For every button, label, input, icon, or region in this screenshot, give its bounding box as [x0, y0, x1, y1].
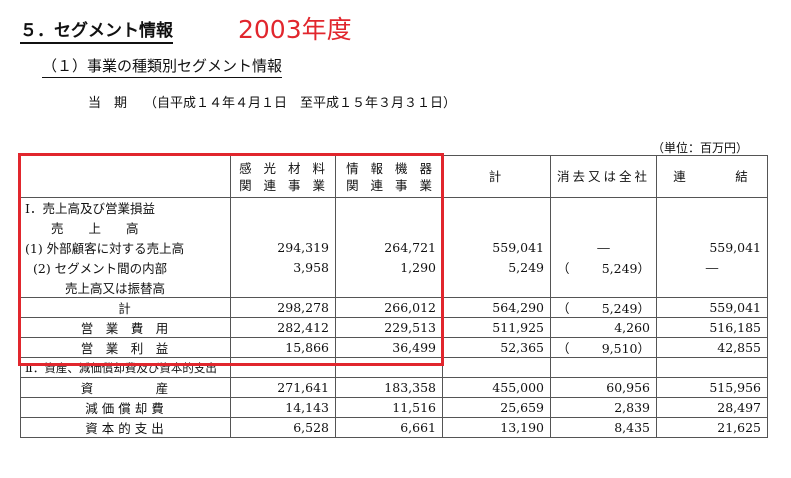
row-label-capex: 資 本 的 支 出 [20, 417, 231, 438]
table-row: 営 業 利 益 15,866 36,499 52,365 （9,510） 42,… [20, 337, 769, 358]
cell-photo: 15,866 [230, 337, 336, 358]
header-blank [20, 155, 231, 198]
period-range: （自平成１４年４月１日 至平成１５年３月３１日） [144, 96, 457, 111]
section2-heading-row: Ⅱ．資産、減価償却費及び資本的支出 [20, 357, 769, 378]
table-row: 減 価 償 却 費 14,143 11,516 25,659 2,839 28,… [20, 397, 769, 418]
cell-elim: 2,839 [549, 397, 658, 418]
cell-photo: 6,528 [230, 417, 336, 438]
cell-photo: 14,143 [230, 397, 336, 418]
row-label-assets: 資 産 [20, 377, 231, 398]
unit-label: （単位：百万円） [652, 141, 749, 155]
cell-total: 564,290 [442, 297, 551, 318]
row-label-intersegment-2: 売上高又は振替高 [20, 277, 231, 298]
cell-total: 13,190 [442, 417, 551, 438]
col-header-info: 情 報 機 器 関 連 事 業 [335, 155, 443, 198]
cell-consol: ― [656, 257, 769, 278]
section-title: ５．セグメント情報 [20, 16, 173, 44]
cell-elim: 4,260 [549, 317, 658, 338]
period-label: 当 期 [88, 96, 128, 111]
cell-info: 36,499 [335, 337, 443, 358]
cell-consol: 28,497 [656, 397, 769, 418]
cell-total: 455,000 [442, 377, 551, 398]
year-label: 2003年度 [238, 15, 352, 44]
cell-elim: （9,510） [549, 337, 658, 358]
table-row: 計 298,278 266,012 564,290 （5,249） 559,04… [20, 297, 769, 318]
cell-consol: 559,041 [656, 297, 769, 318]
cell-consol: 42,855 [656, 337, 769, 358]
table-row: (2) セグメント間の内部 3,958 1,290 5,249 （5,249） … [20, 257, 769, 278]
cell-total: 5,249 [442, 257, 551, 278]
cell-elim: 8,435 [549, 417, 658, 438]
row-label-subtotal: 計 [20, 297, 231, 318]
cell-total: 559,041 [442, 237, 551, 258]
cell-photo: 298,278 [230, 297, 336, 318]
segment-table: 感 光 材 料 関 連 事 業 情 報 機 器 関 連 事 業 計 消去又は全社… [20, 155, 769, 438]
cell-info: 264,721 [335, 237, 443, 258]
section1-heading-row: Ⅰ．売上高及び営業損益 [20, 197, 769, 218]
row-label-depreciation: 減 価 償 却 費 [20, 397, 231, 418]
cell-photo: 282,412 [230, 317, 336, 338]
cell-consol: 515,956 [656, 377, 769, 398]
row-label-opex: 営 業 費 用 [20, 317, 231, 338]
cell-info: 11,516 [335, 397, 443, 418]
cell-total: 52,365 [442, 337, 551, 358]
col-header-consol: 連 結 [656, 155, 769, 198]
row-label-opinc: 営 業 利 益 [20, 337, 231, 358]
cell-elim: （5,249） [549, 297, 658, 318]
sales-label-row: 売 上 高 [20, 217, 769, 238]
cell-info: 1,290 [335, 257, 443, 278]
cell-info: 229,513 [335, 317, 443, 338]
cell-photo: 3,958 [230, 257, 336, 278]
table-row: 資 産 271,641 183,358 455,000 60,956 515,9… [20, 377, 769, 398]
sales-label: 売 上 高 [20, 217, 231, 238]
row-label-intersegment-1: (2) セグメント間の内部 [20, 257, 231, 278]
col-header-photo: 感 光 材 料 関 連 事 業 [230, 155, 336, 198]
section2-heading: Ⅱ．資産、減価償却費及び資本的支出 [20, 357, 231, 378]
col-header-elim: 消去又は全社 [549, 155, 658, 198]
section1-heading: Ⅰ．売上高及び営業損益 [20, 197, 231, 218]
subtitle: （１）事業の種類別セグメント情報 [42, 55, 283, 78]
cell-elim: （5,249） [549, 257, 658, 278]
cell-total: 511,925 [442, 317, 551, 338]
col-header-total: 計 [442, 155, 551, 198]
cell-photo: 294,319 [230, 237, 336, 258]
cell-consol: 559,041 [656, 237, 769, 258]
cell-elim: ― [549, 237, 658, 258]
row-label-external: (1) 外部顧客に対する売上高 [20, 237, 231, 258]
cell-info: 6,661 [335, 417, 443, 438]
table-row: 営 業 費 用 282,412 229,513 511,925 4,260 51… [20, 317, 769, 338]
cell-photo: 271,641 [230, 377, 336, 398]
header-row: 感 光 材 料 関 連 事 業 情 報 機 器 関 連 事 業 計 消去又は全社… [20, 155, 769, 198]
cell-elim: 60,956 [549, 377, 658, 398]
cell-info: 183,358 [335, 377, 443, 398]
cell-consol: 21,625 [656, 417, 769, 438]
table-row: (1) 外部顧客に対する売上高 294,319 264,721 559,041 … [20, 237, 769, 258]
table-row: 資 本 的 支 出 6,528 6,661 13,190 8,435 21,62… [20, 417, 769, 438]
cell-consol: 516,185 [656, 317, 769, 338]
table-row: 売上高又は振替高 [20, 277, 769, 298]
cell-total: 25,659 [442, 397, 551, 418]
cell-info: 266,012 [335, 297, 443, 318]
